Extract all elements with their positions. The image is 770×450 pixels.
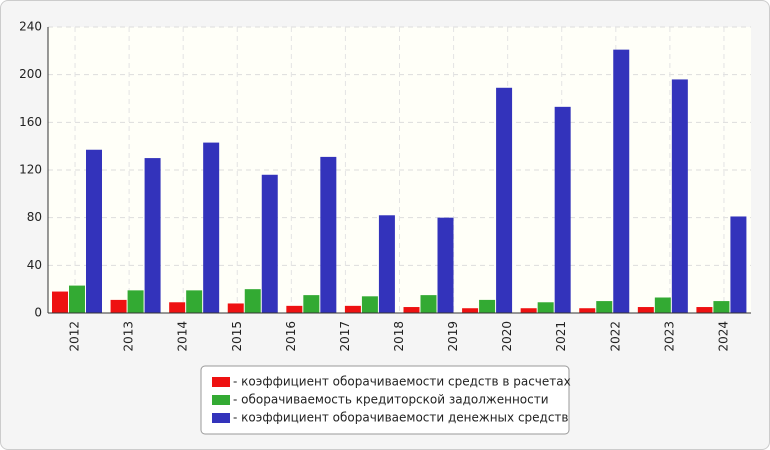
x-tick-label: 2016 xyxy=(284,321,298,352)
x-tick-label: 2013 xyxy=(122,321,136,352)
bar xyxy=(186,290,203,313)
bar xyxy=(169,302,186,313)
bar xyxy=(696,307,713,313)
bar xyxy=(86,149,102,313)
legend-label: - коэффициент оборачиваемости денежных с… xyxy=(233,411,569,425)
x-tick-label: 2019 xyxy=(446,321,460,352)
bar xyxy=(69,285,85,313)
bar xyxy=(579,308,596,313)
bar xyxy=(303,295,320,313)
bar xyxy=(654,297,671,313)
bar xyxy=(52,291,68,313)
x-tick-label: 2021 xyxy=(554,321,568,352)
y-tick-label: 80 xyxy=(27,210,42,224)
bar xyxy=(613,49,630,314)
bar xyxy=(496,87,513,314)
bar xyxy=(554,106,571,313)
bar xyxy=(520,308,537,313)
x-tick-label: 2014 xyxy=(176,321,190,352)
x-tick-label: 2015 xyxy=(230,321,244,352)
bar xyxy=(671,79,688,313)
x-tick-label: 2023 xyxy=(662,321,676,352)
y-tick-label: 160 xyxy=(19,115,42,129)
bar xyxy=(378,215,395,313)
bar xyxy=(730,216,747,313)
bar xyxy=(110,299,127,313)
legend-swatch xyxy=(212,395,230,405)
y-tick-label: 40 xyxy=(27,258,42,272)
legend-swatch xyxy=(212,377,230,387)
bar xyxy=(596,301,613,313)
bar xyxy=(437,217,454,313)
bar xyxy=(344,305,361,313)
x-tick-label: 2012 xyxy=(68,321,82,352)
bar xyxy=(462,308,479,313)
bar xyxy=(713,301,730,313)
bar xyxy=(637,307,654,313)
bar xyxy=(479,299,496,313)
y-tick-label: 0 xyxy=(34,306,42,320)
y-tick-label: 120 xyxy=(19,163,42,177)
x-tick-label: 2020 xyxy=(500,321,514,352)
bar xyxy=(261,174,278,313)
legend-swatch xyxy=(212,413,230,423)
bar xyxy=(227,303,244,313)
bar xyxy=(403,307,420,313)
bar xyxy=(286,305,303,313)
bar xyxy=(420,295,437,313)
bar xyxy=(361,296,378,313)
x-tick-label: 2017 xyxy=(338,321,352,352)
bar xyxy=(244,289,261,313)
bar xyxy=(320,156,337,313)
legend-label: - коэффициент оборачиваемости средств в … xyxy=(233,375,571,389)
x-tick-label: 2024 xyxy=(716,321,730,352)
x-tick-label: 2022 xyxy=(608,321,622,352)
bar xyxy=(537,302,554,313)
y-tick-label: 200 xyxy=(19,67,42,81)
bar xyxy=(203,142,220,313)
legend xyxy=(200,365,570,435)
legend-label: - оборачиваемость кредиторской задолженн… xyxy=(233,393,549,407)
x-tick-label: 2018 xyxy=(392,321,406,352)
y-tick-label: 240 xyxy=(19,20,42,34)
bar xyxy=(127,290,144,313)
bar xyxy=(144,158,161,313)
